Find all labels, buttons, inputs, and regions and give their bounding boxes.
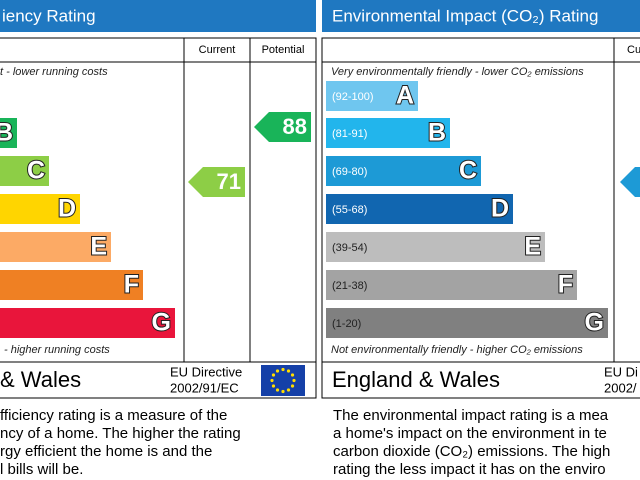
potential-arrow-value: 88 bbox=[283, 114, 307, 139]
current-arrow bbox=[188, 167, 245, 197]
column-header: Potential bbox=[262, 44, 305, 56]
star bbox=[292, 378, 296, 383]
description-line: l bills will be. bbox=[0, 461, 83, 478]
star bbox=[281, 389, 285, 394]
band-range: (39-54) bbox=[332, 242, 367, 254]
rating-band bbox=[326, 194, 513, 224]
rating-band bbox=[326, 232, 545, 262]
star bbox=[286, 388, 291, 392]
rating-band bbox=[0, 156, 49, 186]
current-arrow bbox=[620, 167, 640, 197]
band-range: (1-20) bbox=[332, 318, 361, 330]
band-letter: G bbox=[152, 309, 171, 337]
band-letter: B bbox=[428, 119, 446, 147]
eu-stars bbox=[270, 367, 296, 394]
band-letter: D bbox=[491, 195, 509, 223]
directive: EU Di bbox=[604, 364, 638, 379]
rating-band bbox=[326, 156, 481, 186]
star bbox=[281, 367, 285, 372]
star bbox=[271, 373, 276, 377]
title-bar bbox=[322, 0, 640, 32]
directive: EU Directive bbox=[170, 364, 242, 379]
star bbox=[270, 378, 274, 383]
band-range: (21-38) bbox=[332, 280, 367, 292]
band-range: (92-100) bbox=[332, 91, 374, 103]
rating-band bbox=[326, 270, 577, 300]
star bbox=[271, 384, 276, 388]
column-header: Cu bbox=[627, 44, 640, 56]
band-letter: C bbox=[459, 157, 477, 185]
band-letter: F bbox=[558, 271, 573, 299]
description-line: carbon dioxide (CO₂) emissions. The high bbox=[333, 443, 610, 460]
rating-band bbox=[326, 81, 418, 111]
band-letter: C bbox=[27, 157, 45, 185]
band-letter: A bbox=[396, 82, 414, 110]
star bbox=[290, 384, 295, 388]
band-letter: G bbox=[585, 309, 604, 337]
panel-title: iency Rating bbox=[2, 6, 96, 25]
band-letter: B bbox=[0, 119, 13, 147]
potential-arrow bbox=[254, 112, 311, 142]
table-frame bbox=[0, 37, 317, 399]
description-line: ncy of a home. The higher the rating bbox=[0, 425, 241, 442]
directive: 2002/ bbox=[604, 380, 637, 395]
star bbox=[290, 373, 295, 377]
description-line: fficiency rating is a measure of the bbox=[0, 407, 227, 424]
band-letter: E bbox=[524, 233, 541, 261]
rating-band bbox=[0, 118, 17, 148]
band-letter: D bbox=[58, 195, 76, 223]
rating-band bbox=[326, 308, 608, 338]
bottom-note: - higher running costs bbox=[4, 344, 110, 356]
table-frame bbox=[321, 37, 640, 399]
title-bar bbox=[0, 0, 316, 32]
star bbox=[286, 369, 291, 373]
description-line: a home's impact on the environment in te bbox=[333, 425, 607, 442]
description-line: rgy efficient the home is and the bbox=[0, 443, 212, 460]
description-line: The environmental impact rating is a mea bbox=[333, 407, 609, 424]
band-range: (69-80) bbox=[332, 166, 367, 178]
star bbox=[275, 369, 280, 373]
star bbox=[275, 388, 280, 392]
top-note: t - lower running costs bbox=[0, 66, 108, 78]
top-note: Very environmentally friendly - lower CO… bbox=[331, 66, 584, 78]
column-header: Current bbox=[199, 44, 236, 56]
band-letter: F bbox=[124, 271, 139, 299]
rating-band bbox=[0, 270, 143, 300]
rating-band bbox=[0, 194, 80, 224]
directive: 2002/91/EC bbox=[170, 380, 239, 395]
band-range: (55-68) bbox=[332, 204, 367, 216]
rating-band bbox=[0, 232, 111, 262]
rating-band bbox=[0, 308, 175, 338]
rating-band bbox=[326, 118, 450, 148]
description-line: rating the less impact it has on the env… bbox=[333, 461, 606, 478]
band-letter: E bbox=[90, 233, 107, 261]
band-range: (81-91) bbox=[332, 128, 367, 140]
current-arrow-value: 71 bbox=[217, 169, 241, 194]
bottom-note: Not environmentally friendly - higher CO… bbox=[331, 344, 583, 356]
region: England & Wales bbox=[332, 367, 500, 392]
region: & Wales bbox=[0, 367, 81, 392]
panel-title: Environmental Impact (CO₂) Rating bbox=[332, 6, 598, 25]
